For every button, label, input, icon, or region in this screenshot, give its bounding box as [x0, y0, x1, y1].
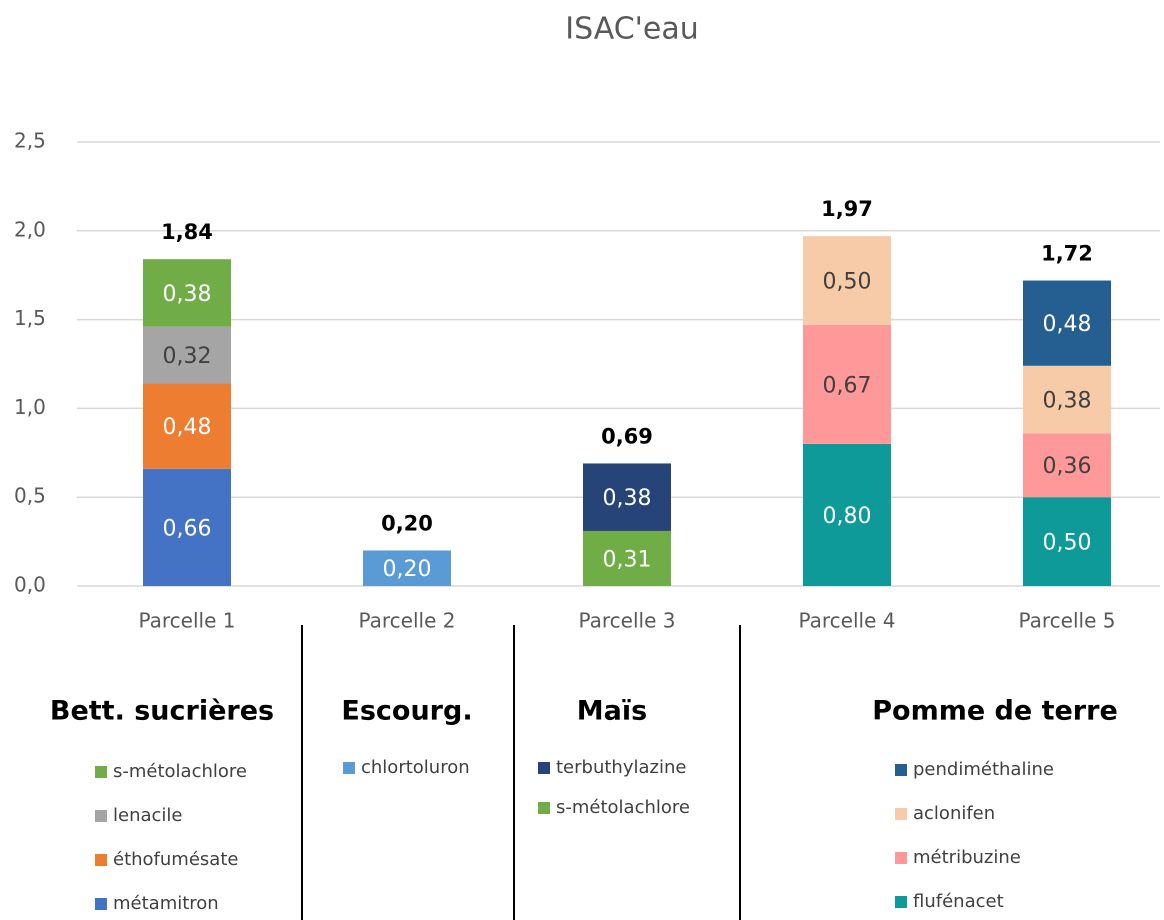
legend-swatch	[895, 896, 907, 908]
bar-segment	[143, 383, 231, 469]
segment-label: 0,38	[603, 486, 652, 511]
chart-title: ISAC'eau	[565, 12, 699, 47]
legend-swatch	[895, 808, 907, 820]
bar-segment	[143, 326, 231, 384]
legend-swatch	[95, 766, 107, 778]
total-label: 1,97	[821, 197, 873, 221]
crop-label: Bett. sucrières	[50, 696, 274, 727]
separators	[301, 625, 741, 920]
bar-segment	[1023, 433, 1111, 498]
segment-label: 0,66	[163, 516, 212, 541]
legend-swatch	[895, 852, 907, 864]
total-label: 1,72	[1041, 242, 1093, 266]
bar-segment	[583, 463, 671, 531]
legend-swatch	[343, 762, 355, 774]
x-tick-label: Parcelle 4	[798, 609, 895, 633]
bar-segment	[1023, 497, 1111, 586]
legend-label: métribuzine	[913, 847, 1021, 868]
bar-segment	[803, 324, 891, 444]
legend-label: flufénacet	[913, 891, 1004, 912]
total-label: 1,84	[161, 220, 213, 244]
legend-label: métamitron	[113, 893, 219, 914]
segment-label: 0,67	[823, 373, 872, 398]
legend-swatch	[95, 810, 107, 822]
bar-segment	[143, 259, 231, 327]
bar-segment	[803, 236, 891, 325]
x-tick-label: Parcelle 1	[138, 609, 235, 633]
total-label: 0,20	[381, 511, 433, 535]
legend-label: s-métolachlore	[113, 761, 247, 782]
y-tick-label: 0,5	[14, 484, 46, 508]
crop-label: Escourg.	[341, 696, 472, 727]
segment-label: 0,48	[163, 415, 212, 440]
segment-label: 0,48	[1043, 312, 1092, 337]
segment-label: 0,50	[1043, 531, 1092, 556]
bar-segment	[1023, 365, 1111, 434]
legend-swatch	[538, 802, 550, 814]
legend-swatch	[538, 762, 550, 774]
segment-label: 0,38	[1043, 389, 1092, 414]
legend-label: terbuthylazine	[556, 757, 686, 778]
crop-label: Pomme de terre	[872, 696, 1118, 727]
segment-label: 0,32	[163, 344, 212, 369]
segment-label: 0,80	[823, 504, 872, 529]
x-tick-label: Parcelle 3	[578, 609, 675, 633]
segment-label: 0,31	[603, 547, 652, 572]
crop-label: Maïs	[577, 696, 647, 727]
legend-label: s-métolachlore	[556, 797, 690, 818]
legend-label: chlortoluron	[361, 757, 470, 778]
y-tick-label: 2,5	[14, 129, 46, 153]
legend-label: lenacile	[113, 805, 183, 826]
legend-swatch	[95, 898, 107, 910]
bar-segment	[363, 550, 451, 586]
bar-segment	[143, 468, 231, 586]
legend-swatch	[895, 764, 907, 776]
x-tick-label: Parcelle 5	[1018, 609, 1115, 633]
bar-segment	[803, 443, 891, 586]
legend-label: pendiméthaline	[913, 759, 1054, 780]
bar-segment	[583, 530, 671, 586]
segment-label: 0,38	[163, 282, 212, 307]
x-tick-label: Parcelle 2	[358, 609, 455, 633]
y-tick-label: 0,0	[14, 573, 46, 597]
legend-label: aclonifen	[913, 803, 995, 824]
legend-label: éthofumésate	[113, 849, 238, 870]
segment-label: 0,20	[383, 557, 432, 582]
segment-label: 0,36	[1043, 454, 1092, 479]
bar-segment	[1023, 280, 1111, 366]
segment-label: 0,50	[823, 270, 872, 295]
legend-swatch	[95, 854, 107, 866]
total-label: 0,69	[601, 424, 653, 448]
y-tick-label: 2,0	[14, 217, 46, 241]
y-tick-label: 1,5	[14, 306, 46, 330]
y-tick-label: 1,0	[14, 395, 46, 419]
